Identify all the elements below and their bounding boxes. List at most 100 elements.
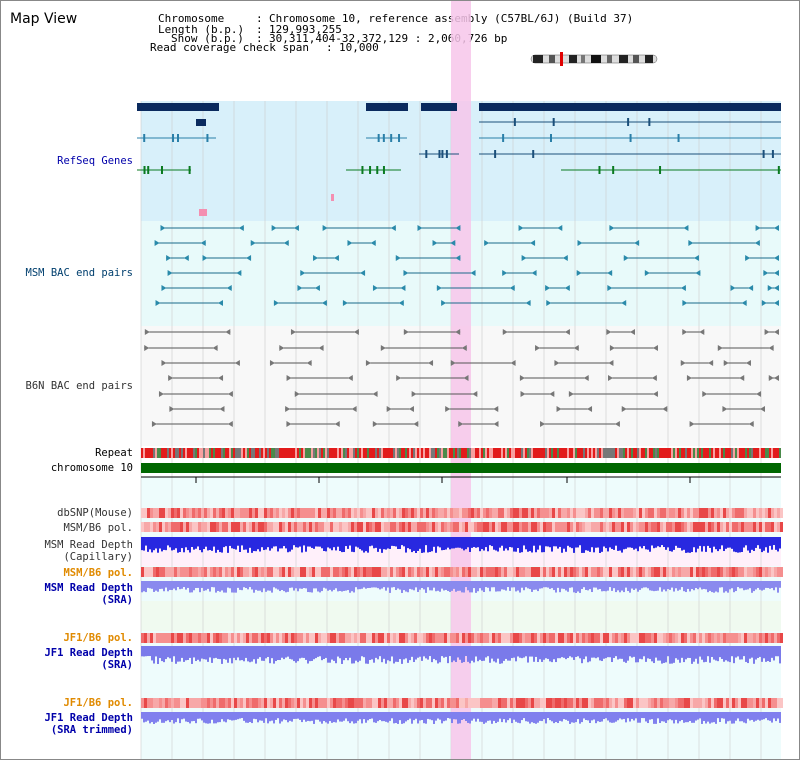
depth-bar — [193, 646, 195, 658]
depth-bar — [321, 581, 323, 592]
heatmap-cell — [612, 633, 615, 643]
depth-bar — [551, 581, 553, 589]
gene-exon — [137, 103, 219, 111]
depth-bar — [651, 581, 653, 591]
heatmap-cell — [318, 508, 321, 518]
repeat-cell — [573, 448, 575, 458]
heatmap-cell — [216, 522, 219, 532]
track-label-msm-b6-pol-2[interactable]: MSM/B6 pol. — [63, 567, 133, 579]
heatmap-cell — [636, 522, 639, 532]
track-label-jf1-depth-sra[interactable]: JF1 Read Depth — [44, 647, 133, 659]
depth-bar — [257, 712, 259, 723]
depth-bar — [277, 646, 279, 660]
bac-end-marker — [321, 300, 327, 306]
depth-bar — [205, 581, 207, 591]
depth-bar — [177, 646, 179, 662]
heatmap-cell — [723, 698, 726, 708]
track-label-dbsnp[interactable]: dbSNP(Mouse) — [57, 507, 133, 519]
heatmap-cell — [438, 567, 441, 577]
track-label-repeat[interactable]: Repeat — [95, 447, 133, 459]
bac-end-marker — [167, 270, 173, 276]
repeat-cell — [439, 448, 441, 458]
depth-bar — [555, 712, 557, 723]
track-label-msm-depth-sra[interactable]: MSM Read Depth — [44, 582, 133, 594]
depth-bar — [293, 581, 295, 591]
depth-bar — [189, 581, 191, 593]
track-label-refseq[interactable]: RefSeq Genes — [57, 155, 133, 167]
depth-bar — [735, 646, 737, 658]
chromosome-ideogram[interactable] — [529, 52, 659, 66]
depth-bar — [429, 581, 431, 591]
heatmap-cell — [279, 567, 282, 577]
depth-bar — [561, 712, 563, 722]
track-label-msm-depth-cap[interactable]: MSM Read Depth — [44, 539, 133, 551]
depth-bar — [513, 712, 515, 720]
repeat-cell — [225, 448, 227, 458]
heatmap-cell — [495, 698, 498, 708]
heatmap-cell — [441, 567, 444, 577]
depth-bar — [275, 646, 277, 662]
heatmap-cell — [771, 633, 774, 643]
depth-bar — [521, 581, 523, 588]
track-label-jf1-b6-pol-1[interactable]: JF1/B6 pol. — [63, 632, 133, 644]
heatmap-cell — [540, 633, 543, 643]
heatmap-cell — [210, 633, 213, 643]
depth-bar — [755, 581, 757, 590]
heatmap-cell — [687, 633, 690, 643]
depth-tracks — [141, 537, 781, 724]
depth-bar — [503, 712, 505, 720]
heatmap-cell — [402, 633, 405, 643]
heatmap-cell — [621, 522, 624, 532]
heatmap-cell — [363, 633, 366, 643]
heatmap-cell — [708, 698, 711, 708]
repeat-cell — [547, 448, 549, 458]
depth-bar — [351, 537, 353, 552]
depth-bar — [709, 712, 711, 724]
depth-bar — [273, 581, 275, 588]
depth-bar — [423, 581, 425, 590]
depth-bar — [687, 581, 689, 589]
heatmap-cell — [585, 633, 588, 643]
depth-bar — [543, 712, 545, 720]
depth-bar — [323, 712, 325, 722]
depth-bar — [291, 581, 293, 588]
heatmap-cell — [279, 522, 282, 532]
heatmap-cell — [192, 698, 195, 708]
depth-bar — [507, 646, 509, 661]
track-label-msm-bac[interactable]: MSM BAC end pairs — [25, 267, 133, 279]
depth-bar — [617, 581, 619, 591]
heatmap-cell — [261, 522, 264, 532]
repeat-cell — [581, 448, 583, 458]
track-label-jf1-depth-trim[interactable]: JF1 Read Depth — [44, 712, 133, 724]
heatmap-cell — [312, 567, 315, 577]
depth-bar — [567, 581, 569, 592]
track-label-msm-b6-pol-1[interactable]: MSM/B6 pol. — [63, 522, 133, 534]
depth-bar — [175, 712, 177, 723]
heatmap-cell — [597, 567, 600, 577]
track-label-b6n-bac[interactable]: B6N BAC end pairs — [25, 380, 133, 392]
depth-bar — [355, 646, 357, 661]
heatmap-cell — [429, 567, 432, 577]
heatmap-cell — [195, 698, 198, 708]
heatmap-cell — [333, 567, 336, 577]
depth-bar — [541, 581, 543, 589]
heatmap-cell — [702, 508, 705, 518]
repeat-cell — [291, 448, 293, 458]
depth-bar — [579, 646, 581, 659]
heatmap-cell — [510, 567, 513, 577]
repeat-cell — [501, 448, 503, 458]
depth-bar — [237, 712, 239, 720]
heatmap-cell — [744, 698, 747, 708]
depth-bar — [347, 537, 349, 549]
depth-bar — [175, 537, 177, 549]
track-label-jf1-b6-pol-2[interactable]: JF1/B6 pol. — [63, 697, 133, 709]
depth-bar — [267, 537, 269, 548]
bac-end-marker — [634, 240, 640, 246]
depth-bar — [525, 712, 527, 722]
depth-bar — [657, 537, 659, 547]
depth-bar — [357, 581, 359, 590]
depth-bar — [377, 712, 379, 722]
depth-bar — [207, 712, 209, 724]
heatmap-cell — [756, 508, 759, 518]
